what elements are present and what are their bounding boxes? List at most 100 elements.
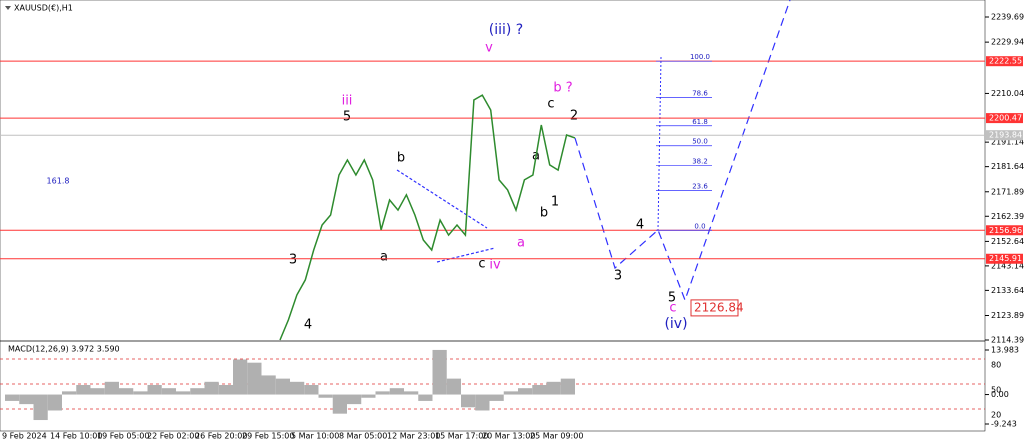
y-tick-label: 2210.04: [991, 89, 1024, 98]
wave: b: [397, 151, 405, 166]
y-tick-label: 2191.14: [991, 138, 1024, 147]
macd-title: MACD(12,26,9) 3.972 3.590: [8, 345, 120, 354]
macd-bar: [218, 384, 233, 395]
macd-level-label: 50: [991, 386, 1001, 395]
wave: 3: [614, 269, 622, 284]
macd-tick-label: -9.243: [991, 420, 1017, 429]
wave: b: [540, 206, 548, 221]
wave: 3: [289, 253, 297, 268]
fib-extension: 161.8: [47, 177, 70, 186]
macd-bar: [332, 394, 347, 414]
y-tick-label: 2133.64: [991, 286, 1024, 295]
macd-bar: [233, 359, 248, 395]
wave: 4: [636, 218, 644, 233]
wave: iii: [342, 94, 353, 109]
wave: c: [478, 257, 485, 272]
projection: [396, 0, 791, 302]
wave: v: [485, 41, 493, 56]
wave: (iv): [664, 316, 687, 332]
y-tick-label: 2162.39: [991, 212, 1024, 221]
x-tick-label: 25 Mar 09:00: [530, 432, 583, 441]
macd-bar: [389, 388, 404, 395]
x-tick-label: 8 Mar 05:00: [339, 432, 387, 441]
fib-label: 50.0: [692, 138, 708, 146]
macd-bar: [361, 394, 376, 398]
symbol-title: XAUUSD(€),H1: [14, 4, 73, 13]
macd-bar: [176, 391, 191, 395]
level-box: [986, 225, 1023, 236]
macd-bar: [418, 394, 433, 401]
fib-label: 100.0: [690, 53, 710, 61]
menu-icon[interactable]: [5, 6, 11, 10]
fib-label: 23.6: [692, 182, 708, 190]
x-tick-label: 22 Feb 02:00: [147, 432, 199, 441]
macd-level-label: 80: [991, 361, 1001, 370]
y-tick-label: 2229.94: [991, 38, 1024, 47]
y-tick-label: 2171.89: [991, 187, 1024, 196]
macd-bar: [532, 384, 547, 395]
macd-bar: [133, 391, 148, 395]
macd-bar: [518, 388, 533, 395]
level-label: 2145.91: [989, 254, 1022, 263]
macd-bar: [204, 381, 219, 395]
macd-bar: [304, 384, 319, 395]
macd-bar: [247, 362, 262, 395]
fib-trend: [657, 56, 662, 231]
macd-tick-label: 0.00: [991, 390, 1009, 399]
x-tick-label: 15 Mar 17:00: [435, 432, 488, 441]
level-label: 2222.55: [989, 57, 1022, 66]
wave: 1: [551, 195, 559, 210]
wave: c: [669, 301, 676, 316]
level-box: [986, 56, 1023, 67]
macd-bar: [261, 375, 276, 395]
macd-bar: [375, 391, 390, 395]
x-tick-label: 26 Feb 20:00: [195, 432, 247, 441]
macd-bar: [347, 394, 362, 405]
macd-bar: [190, 388, 205, 395]
wave: c: [547, 97, 554, 112]
fib-label: 61.8: [692, 118, 708, 126]
x-tick-label: 12 Mar 23:00: [387, 432, 440, 441]
macd-bar: [432, 349, 447, 395]
macd-bar: [404, 391, 419, 395]
fib-label: 38.2: [692, 158, 708, 166]
x-tick-label: 29 Feb 15:00: [242, 432, 294, 441]
x-tick-label: 19 Feb 05:00: [97, 432, 149, 441]
macd-level-label: 20: [991, 411, 1001, 420]
wave: b ?: [553, 81, 572, 96]
level-label: 2200.47: [989, 114, 1022, 123]
level-box: [986, 253, 1023, 264]
macd-bar: [161, 388, 176, 395]
macd-bar: [318, 394, 333, 398]
macd-bar: [503, 391, 518, 395]
y-tick-label: 2143.14: [991, 261, 1024, 270]
fib-label: 78.6: [692, 89, 708, 97]
plot-frame: [0, 0, 986, 432]
target-label: 2126.84: [694, 300, 744, 314]
macd-bar: [90, 388, 105, 395]
x-tick-label: 5 Mar 10:00: [291, 432, 339, 441]
x-tick-label: 20 Mar 13:00: [482, 432, 535, 441]
level-box: [986, 113, 1023, 124]
y-tick-label: 2123.89: [991, 311, 1024, 320]
macd-bar: [546, 381, 561, 395]
macd-bar: [446, 378, 461, 395]
macd-bar: [47, 394, 62, 411]
macd-bar: [461, 394, 476, 408]
macd-bar: [5, 394, 20, 401]
wave: a: [517, 236, 525, 251]
wave: iv: [489, 258, 501, 273]
wave-labels: (iii) ? v iii 5 b ? c 2 b a 1 b a a c iv…: [289, 22, 688, 333]
x-tick-label: 9 Feb 2024: [2, 432, 47, 441]
x-tick-label: 14 Feb 10:00: [50, 432, 102, 441]
y-tick-label: 2114.39: [991, 336, 1024, 345]
wave: a: [380, 250, 388, 265]
level-label: 2156.96: [989, 226, 1022, 235]
macd-tick-label: 13.983: [991, 346, 1019, 355]
macd-bar: [290, 381, 305, 395]
level-label: 2193.84: [989, 131, 1022, 140]
macd-bar: [19, 394, 34, 405]
y-tick-label: 2152.64: [991, 237, 1024, 246]
macd-bar: [560, 378, 575, 395]
